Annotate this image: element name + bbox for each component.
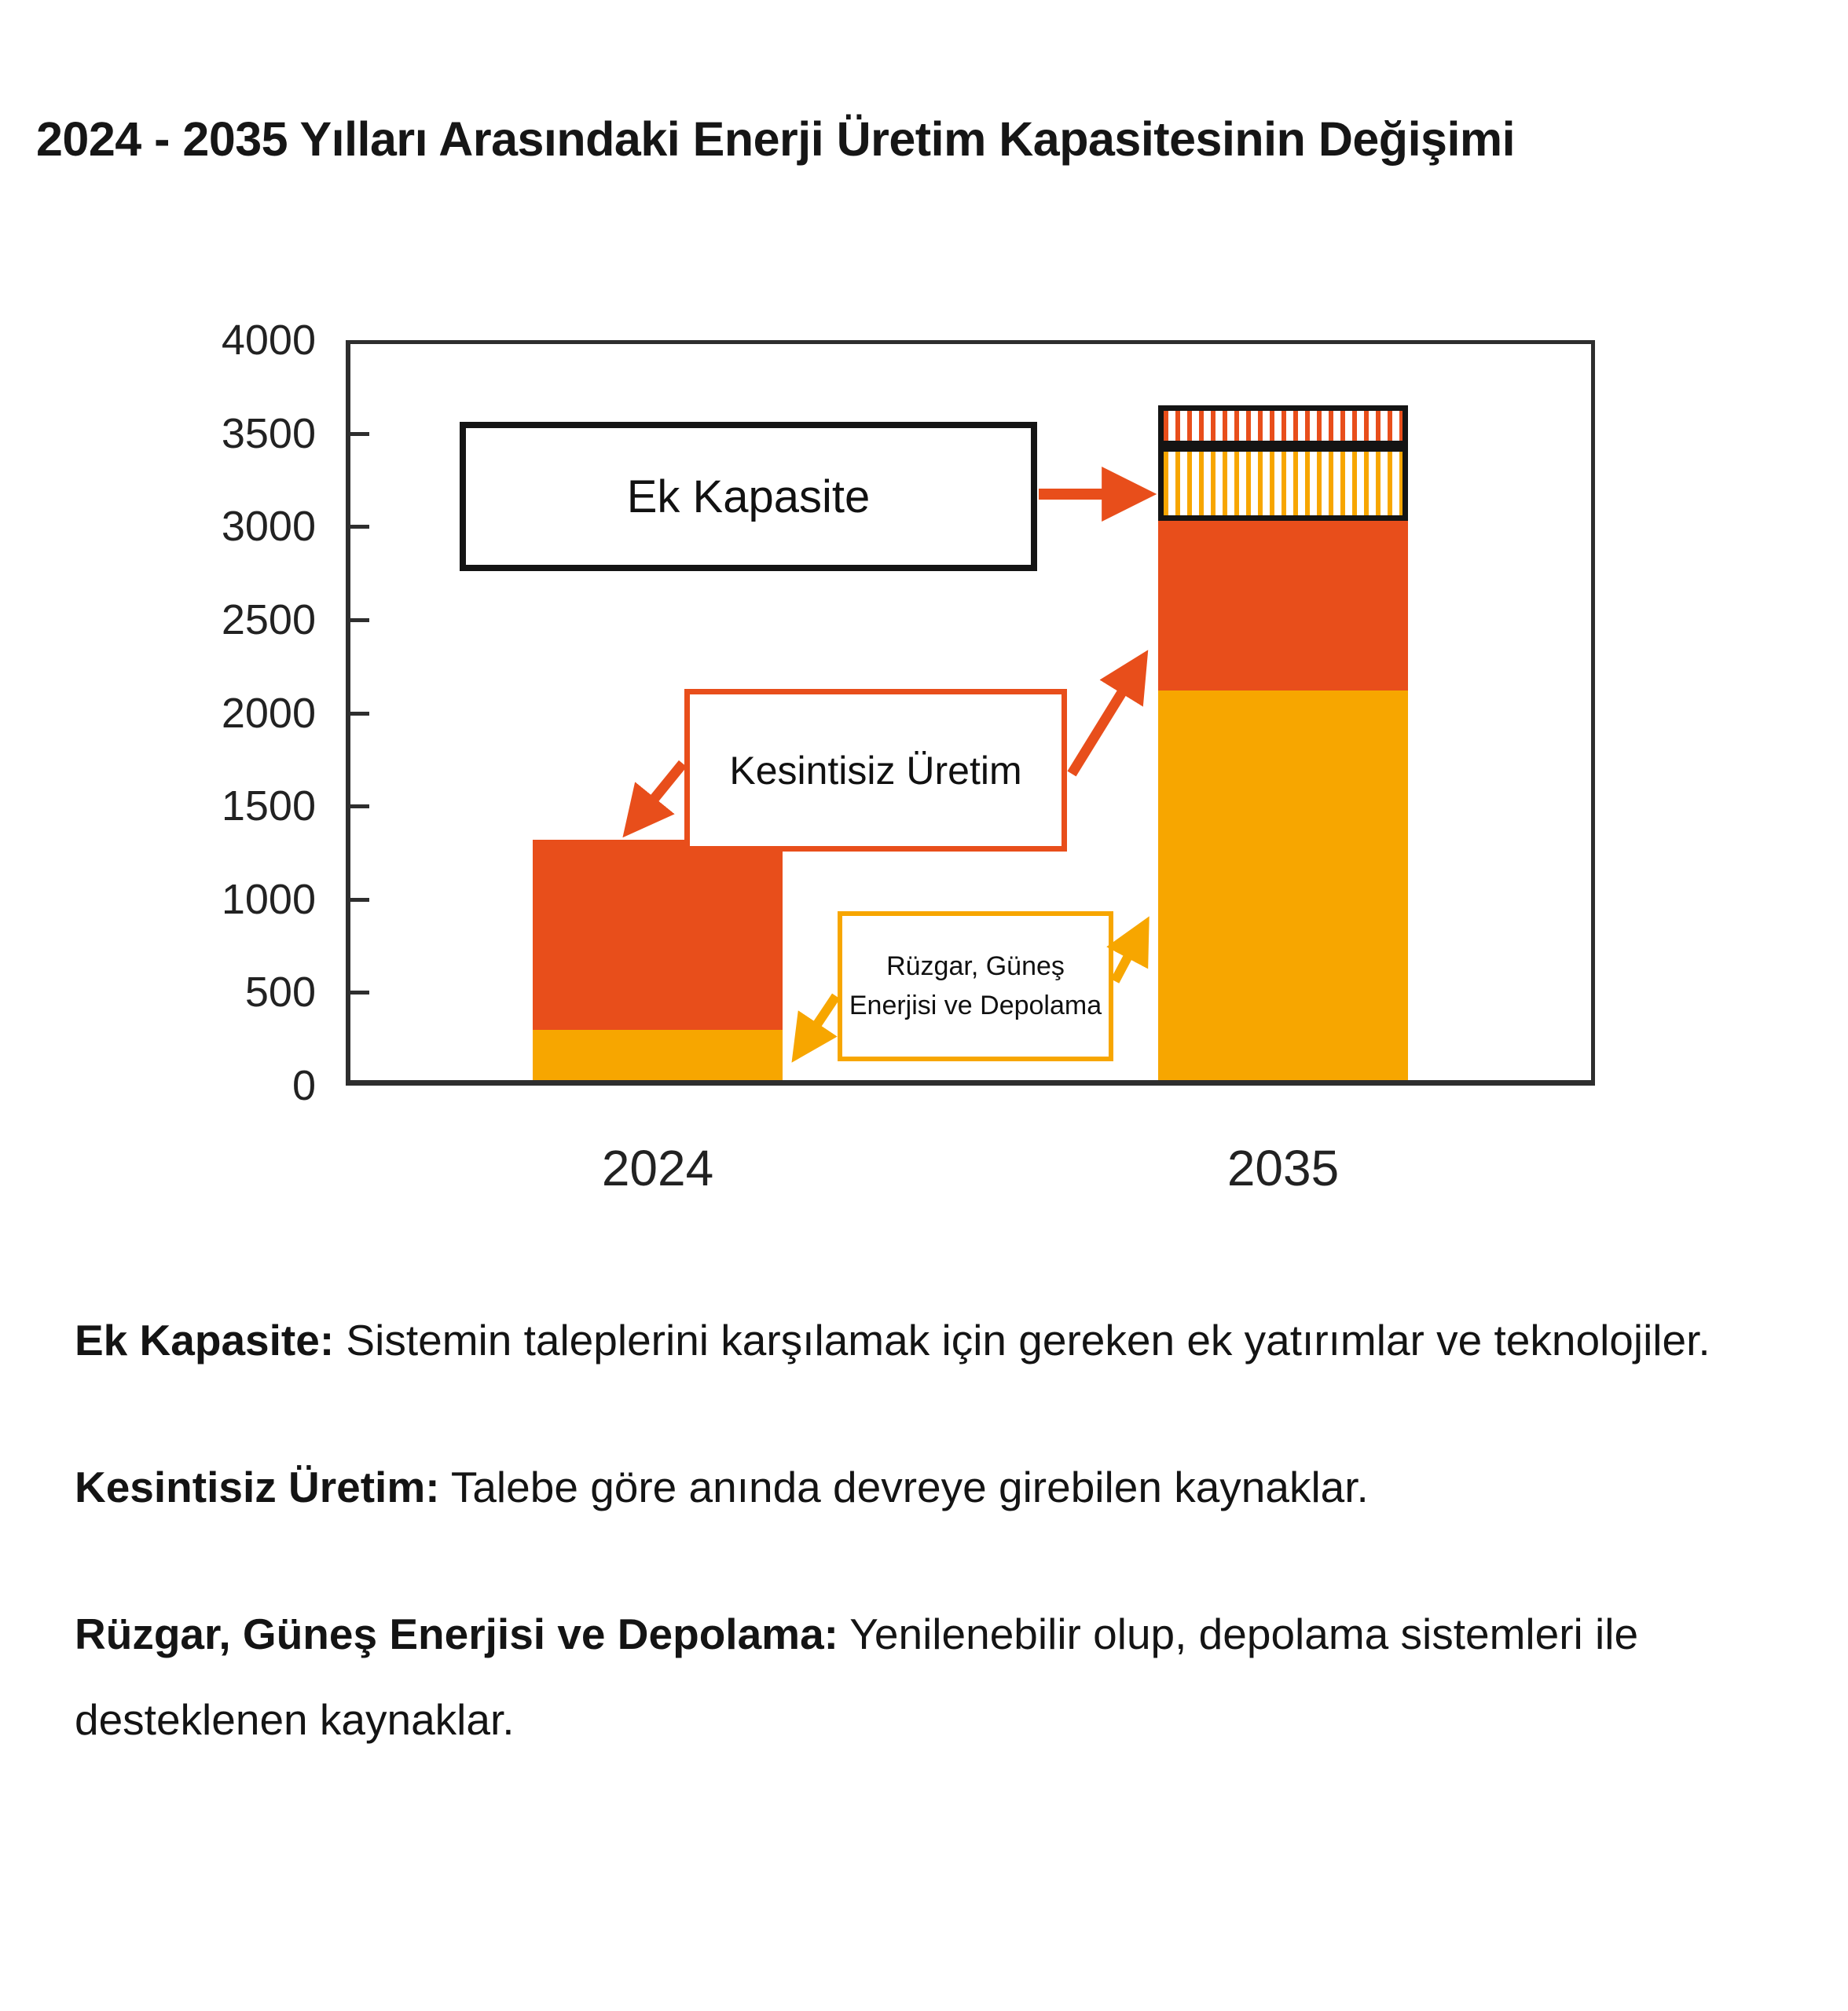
y-tick-mark (350, 991, 369, 995)
y-tick-mark (350, 804, 369, 809)
definition-ruzgar: Rüzgar, Güneş Enerjisi ve Depolama: Yeni… (75, 1592, 1815, 1763)
y-tick-mark (350, 711, 369, 716)
callout-kesintisiz-uretim: Kesintisiz Üretim (684, 689, 1067, 852)
y-tick-mark (350, 617, 369, 622)
callout-ruzgar-line2: Enerjisi ve Depolama (849, 990, 1102, 1020)
bar-segment-hatch-orange (1158, 405, 1408, 447)
definition-kesintisiz-term: Kesintisiz Üretim: (75, 1462, 440, 1511)
bar-segment-orange (533, 839, 783, 1030)
callout-kesintisiz-uretim-label: Kesintisiz Üretim (729, 748, 1022, 793)
definition-ruzgar-desc: Yenilenebilir olup, depolama sistemleri … (75, 1609, 1639, 1744)
y-tick-label: 4000 (221, 317, 316, 364)
bar-segment-amber (533, 1029, 783, 1080)
y-tick-label: 1500 (221, 782, 316, 830)
bar-segment-hatch-amber (1158, 446, 1408, 522)
definitions-block: Ek Kapasite: Sistemin taleplerini karşıl… (75, 1298, 1815, 1824)
y-tick-label: 2000 (221, 689, 316, 737)
x-axis-label-2024: 2024 (601, 1140, 714, 1196)
callout-ek-kapasite-label: Ek Kapasite (626, 471, 871, 522)
y-tick-mark (350, 431, 369, 436)
definition-kesintisiz: Kesintisiz Üretim: Talebe göre anında de… (75, 1445, 1815, 1530)
y-tick-mark (350, 897, 369, 902)
y-tick-mark (350, 525, 369, 529)
callout-ruzgar-line1: Rüzgar, Güneş (886, 951, 1065, 982)
definition-kesintisiz-desc: Talebe göre anında devreye girebilen kay… (439, 1462, 1369, 1511)
y-tick-label: 3000 (221, 503, 316, 551)
bar-segment-orange (1158, 521, 1408, 691)
callout-ek-kapasite: Ek Kapasite (460, 422, 1037, 571)
y-tick-label: 500 (244, 969, 316, 1016)
definition-ruzgar-term: Rüzgar, Güneş Enerjisi ve Depolama: (75, 1609, 838, 1658)
chart-title: 2024 - 2035 Yılları Arasındaki Enerji Ür… (36, 112, 1516, 166)
y-tick-label: 0 (292, 1062, 316, 1109)
y-tick-label: 1000 (221, 875, 316, 923)
callout-ruzgar-gunes: Rüzgar, Güneş Enerjisi ve Depolama (838, 911, 1113, 1061)
x-axis-label-2035: 2035 (1226, 1140, 1340, 1196)
definition-ek-kapasite: Ek Kapasite: Sistemin taleplerini karşıl… (75, 1298, 1815, 1383)
definition-ek-kapasite-term: Ek Kapasite: (75, 1316, 335, 1364)
y-tick-label: 2500 (221, 595, 316, 643)
bar-segment-amber (1158, 690, 1408, 1080)
y-tick-label: 3500 (221, 409, 316, 457)
definition-ek-kapasite-desc: Sistemin taleplerini karşılamak için ger… (334, 1316, 1710, 1364)
